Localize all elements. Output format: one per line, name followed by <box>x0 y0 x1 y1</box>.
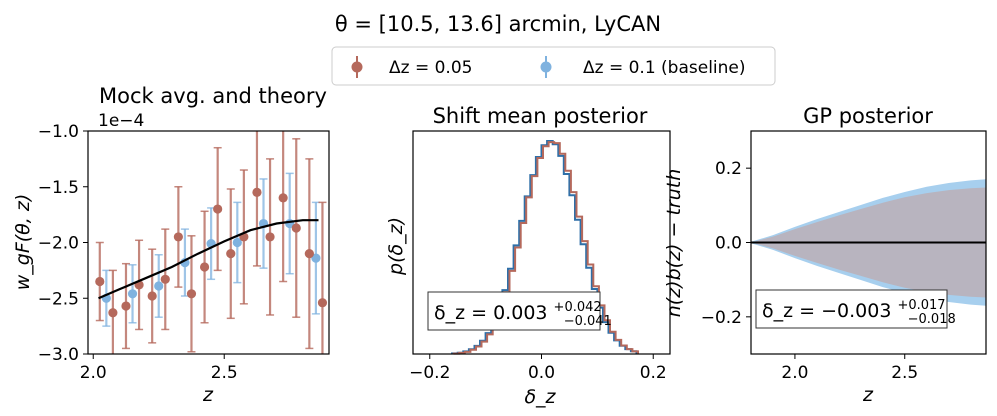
panel2-annotation: δ_z = 0.003 +0.042 −0.041 <box>434 294 612 329</box>
panel3-xlabel: z <box>862 384 874 406</box>
panel1-ytick-label: −3.0 <box>38 345 79 365</box>
panel3-annotation-sub: −0.018 <box>908 312 956 327</box>
s0-point <box>317 298 328 308</box>
panel2-xlabel: δ_z <box>524 386 556 408</box>
legend-frame <box>331 46 776 86</box>
s1-point <box>154 281 164 291</box>
panel1-xlabel: z <box>202 384 214 406</box>
s0-point <box>226 249 236 259</box>
panel2-xtick-label: −0.2 <box>409 363 450 383</box>
hist-dz005 <box>452 141 639 355</box>
s0-point <box>199 262 210 272</box>
s0-point <box>291 223 301 233</box>
s1-point <box>127 289 138 299</box>
panel2-xtick-label: 0.0 <box>528 363 555 383</box>
panel1-ytick-label: −1.0 <box>38 122 79 142</box>
panel2-ylabel: p(δ_z) <box>385 217 407 276</box>
panel3-annotation-main: δ_z = −0.003 <box>762 300 891 322</box>
s0-point <box>304 249 314 259</box>
panel2-annotation-sup: +0.042 <box>554 300 602 315</box>
panel3-ylabel: n(z)b(z) − truth <box>663 169 685 318</box>
panel2-annotation-box <box>427 291 601 331</box>
panel1-ylabel: w_gF(θ, z) <box>12 194 34 291</box>
legend-brown-marker <box>351 61 363 73</box>
theory-line <box>98 219 319 300</box>
panel-shift-mean: Shift mean posterior −0.2 0.0 0.2 δ_z p(δ_… <box>385 104 671 408</box>
s0-point <box>186 289 197 299</box>
panel3-data <box>751 179 986 306</box>
s0-point <box>173 232 183 242</box>
legend-label-dz01: Δz = 0.1 (baseline) <box>583 58 746 78</box>
s0-point <box>252 187 262 197</box>
panel1-ytick-label: −1.5 <box>38 178 79 198</box>
s0-point <box>160 274 170 284</box>
s0-point <box>213 204 223 214</box>
panel3-xtick-label: 2.0 <box>781 363 808 383</box>
legend: Δz = 0.05 Δz = 0.1 (baseline) <box>331 46 776 86</box>
panel1-title: Mock avg. and theory <box>99 84 327 108</box>
panel2-annotation-sub: −0.041 <box>564 314 612 329</box>
panel1-data <box>95 131 328 354</box>
panel1-xtick-label: 2.0 <box>80 363 107 383</box>
panel3-frame <box>750 130 987 355</box>
legend-blue-marker <box>540 61 552 73</box>
panel1-xtick-label: 2.5 <box>211 363 238 383</box>
s0-point <box>95 276 105 287</box>
panel2-annotation-main: δ_z = 0.003 <box>434 302 548 324</box>
panel1-scale-label: 1e−4 <box>98 111 144 131</box>
panel3-annotation-sup: +0.017 <box>897 298 945 313</box>
panel-gp-posterior: GP posterior 2.0 2.5 −0.2 0.0 0.2 z n(z)b(z)… <box>663 104 987 406</box>
panel2-ticks: −0.2 0.0 0.2 <box>409 354 667 383</box>
panel2-xtick-label: 0.2 <box>640 363 667 383</box>
s0-point <box>147 291 157 301</box>
panel3-annotation-box <box>755 289 948 329</box>
s0-point <box>278 193 288 203</box>
panel3-annotation: δ_z = −0.003 +0.017 −0.018 <box>762 292 956 327</box>
panel3-ytick-label: 0.2 <box>715 159 742 179</box>
panel2-title: Shift mean posterior <box>433 104 648 128</box>
figure-title: θ = [10.5, 13.6] arcmin, LyCAN <box>335 12 661 36</box>
panel3-xtick-label: 2.5 <box>891 363 918 383</box>
s1-point <box>311 253 321 263</box>
panel1-frame <box>87 130 330 355</box>
legend-label-dz005: Δz = 0.05 <box>389 58 472 78</box>
panel2-data <box>451 140 639 355</box>
panel1-ytick-label: −2.5 <box>38 289 79 309</box>
panel2-frame <box>412 130 671 355</box>
panel3-title: GP posterior <box>803 104 933 128</box>
panel3-ticks: 2.0 2.5 −0.2 0.0 0.2 <box>701 159 919 383</box>
s0-point <box>108 308 118 318</box>
panel1-ytick-label: −2.0 <box>38 234 79 254</box>
panel3-ytick-label: 0.0 <box>715 234 742 254</box>
panel-mock-avg: Mock avg. and theory 1e−4 2.0 2.5 −3.0 −2.5… <box>12 84 330 406</box>
panel1-ticks: 2.0 2.5 −3.0 −2.5 −2.0 −1.5 −1.0 <box>38 122 238 383</box>
s0-point <box>265 232 275 242</box>
s0-point <box>121 301 131 311</box>
panel3-ytick-label: −0.2 <box>701 308 742 328</box>
s1-point <box>232 237 242 248</box>
